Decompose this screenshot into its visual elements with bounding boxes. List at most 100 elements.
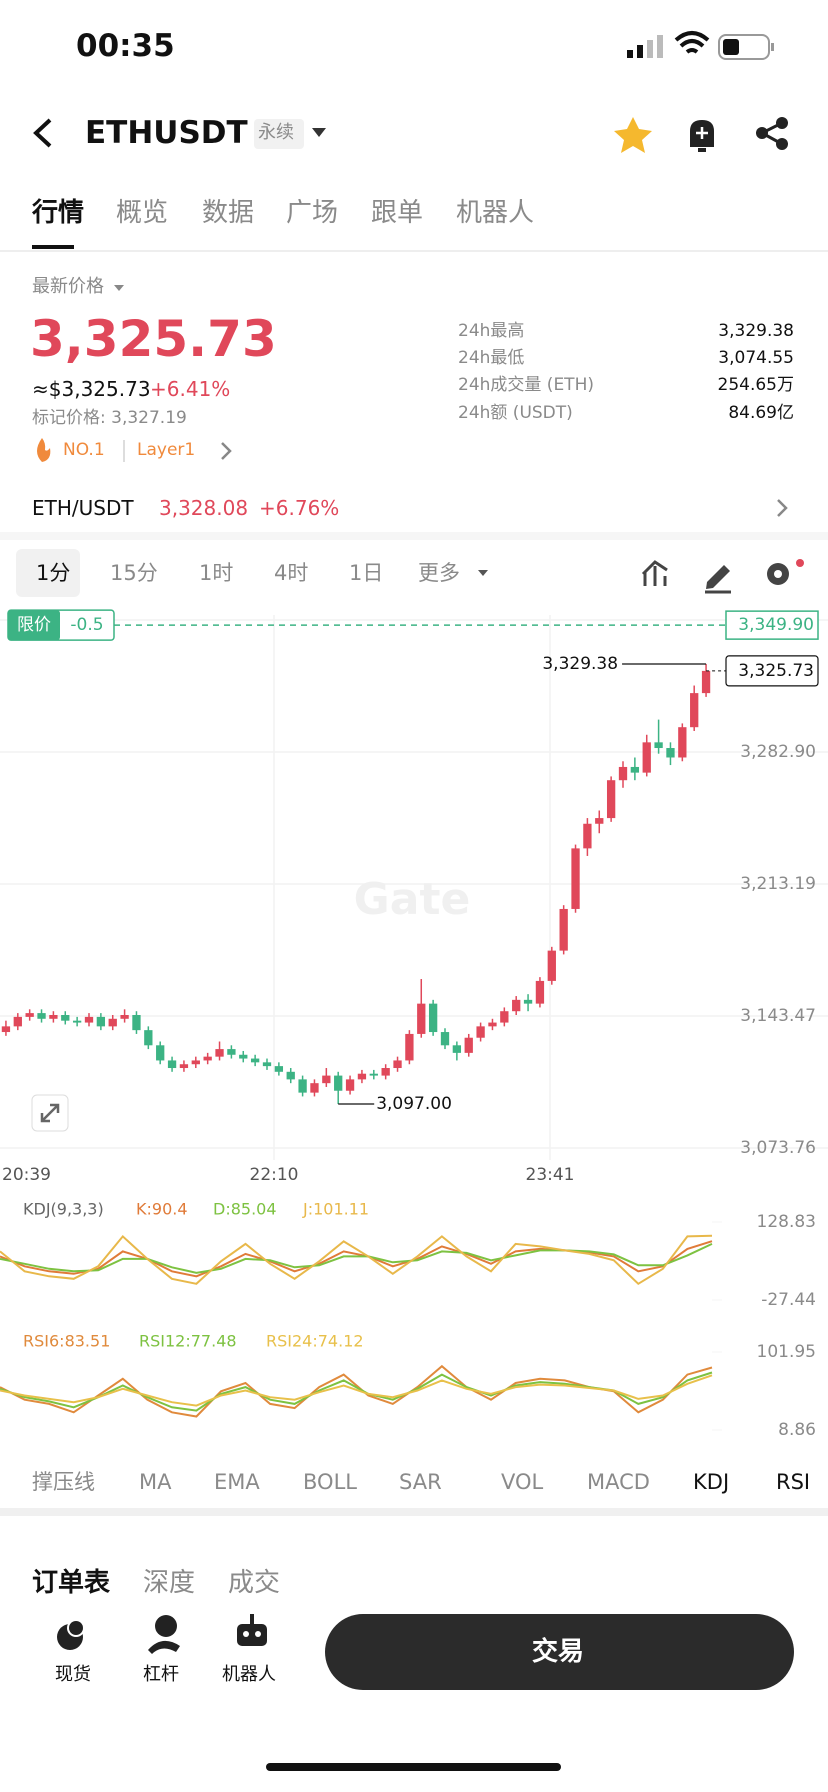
candle-body xyxy=(156,1045,165,1061)
candle-body xyxy=(120,1015,129,1019)
candle-body xyxy=(701,670,711,694)
divider xyxy=(0,532,828,540)
nav-label[interactable]: 机器人 xyxy=(222,1664,276,1685)
candle-body xyxy=(345,1079,355,1091)
candle-body xyxy=(393,1060,402,1069)
tab[interactable]: 数据 xyxy=(202,198,255,228)
timeframe[interactable]: 1日 xyxy=(349,561,384,585)
settings-icon[interactable] xyxy=(767,559,804,585)
time-label: 22:10 xyxy=(250,1165,299,1185)
timeframe[interactable]: 1分 xyxy=(36,561,71,585)
tab[interactable]: 机器人 xyxy=(456,198,535,228)
contract-tag xyxy=(254,119,304,149)
y-tick-label: 3,143.47 xyxy=(740,1006,816,1026)
tab[interactable]: 概览 xyxy=(116,198,169,228)
candle-body xyxy=(250,1058,260,1063)
candle-body xyxy=(369,1073,378,1076)
back-icon[interactable] xyxy=(33,118,52,148)
indicator-icon[interactable] xyxy=(641,560,668,586)
share-icon[interactable] xyxy=(756,117,788,150)
candle-body xyxy=(440,1032,450,1046)
indicator-tab[interactable]: VOL xyxy=(501,1470,544,1494)
usd-price: ≈$3,325.73 xyxy=(32,377,151,401)
indicator-tab[interactable]: EMA xyxy=(214,1470,260,1494)
sector[interactable]: Layer1 xyxy=(137,440,196,460)
indicator-tab[interactable]: SAR xyxy=(399,1470,442,1494)
indicator-tab[interactable]: BOLL xyxy=(303,1470,357,1494)
spot-price: 3,328.08 xyxy=(159,496,249,520)
candle-body xyxy=(108,1018,117,1027)
indicator-line xyxy=(0,1234,713,1286)
stat-value: 84.69亿 xyxy=(728,403,794,423)
indicator-tab[interactable]: MA xyxy=(139,1470,172,1494)
indicator-tab[interactable]: 撑压线 xyxy=(32,1470,95,1494)
candle-body xyxy=(547,950,556,981)
stat-value: 3,329.38 xyxy=(718,321,794,341)
y-tick-label: 3,213.19 xyxy=(740,874,816,894)
tab[interactable]: 行情 xyxy=(32,198,85,228)
legend-label: RSI24:74.12 xyxy=(266,1332,364,1351)
contract-type: 永续 xyxy=(258,122,294,143)
trade-button[interactable] xyxy=(325,1614,794,1690)
timeframe[interactable]: 15分 xyxy=(110,561,158,585)
timeframe[interactable]: 4时 xyxy=(274,561,309,585)
spot-icon[interactable] xyxy=(57,1619,85,1650)
price-dropdown[interactable] xyxy=(114,285,124,291)
order-tab[interactable]: 订单表 xyxy=(32,1568,111,1598)
symbol[interactable]: ETHUSDT xyxy=(85,115,248,151)
limit-label: 限价 xyxy=(17,615,51,635)
tab[interactable]: 跟单 xyxy=(371,198,424,228)
status-icons xyxy=(627,31,774,60)
candle-body xyxy=(274,1066,284,1072)
indicator-tab[interactable]: RSI xyxy=(776,1470,811,1494)
timeframe[interactable]: 更多 xyxy=(418,561,460,585)
indicator-tab[interactable]: KDJ xyxy=(693,1470,730,1494)
candle-body xyxy=(428,1003,438,1033)
more-dropdown[interactable] xyxy=(478,570,488,576)
hot-icon xyxy=(37,438,51,462)
indicator-line xyxy=(0,1242,713,1274)
tab[interactable]: 广场 xyxy=(286,198,339,228)
candle-body xyxy=(310,1083,319,1093)
indicator-tab[interactable]: MACD xyxy=(587,1470,650,1494)
candle-body xyxy=(666,748,675,758)
trade-label[interactable]: 交易 xyxy=(532,1637,585,1667)
symbol-dropdown[interactable] xyxy=(312,128,326,137)
order-tab[interactable]: 深度 xyxy=(143,1568,196,1598)
spot-pair[interactable]: ETH/USDT xyxy=(32,496,134,520)
y-tick-label: 101.95 xyxy=(757,1342,816,1362)
limit-price: 3,349.90 xyxy=(738,615,814,635)
margin-icon[interactable] xyxy=(148,1615,180,1654)
candle-body xyxy=(476,1026,485,1038)
order-tab[interactable]: 成交 xyxy=(228,1568,281,1598)
sector-arrow[interactable] xyxy=(221,442,232,460)
candle-body xyxy=(144,1030,153,1046)
timeframe[interactable]: 1时 xyxy=(199,561,234,585)
candle-body xyxy=(690,693,699,728)
expand-icon[interactable] xyxy=(31,1094,69,1132)
limit-offset: -0.5 xyxy=(70,615,103,635)
candle-body xyxy=(72,1020,82,1023)
candle-body xyxy=(298,1079,307,1093)
candle-body xyxy=(61,1015,70,1021)
nav-label[interactable]: 杠杆 xyxy=(143,1664,179,1685)
spot-arrow[interactable] xyxy=(777,499,788,517)
tab-indicator xyxy=(32,245,74,249)
nav-label[interactable]: 现货 xyxy=(55,1664,91,1685)
y-tick-label: 3,073.76 xyxy=(740,1138,816,1158)
stat-label: 24h成交量 (ETH) xyxy=(458,375,594,395)
draw-icon[interactable] xyxy=(705,565,731,594)
indicator-line xyxy=(0,1240,713,1278)
candle-body xyxy=(203,1056,212,1061)
home-indicator xyxy=(266,1763,561,1771)
candle-body xyxy=(37,1013,46,1019)
alert-icon[interactable] xyxy=(690,120,714,152)
time-label: 23:41 xyxy=(526,1165,575,1185)
candle-body xyxy=(405,1033,414,1061)
legend-label: J:101.11 xyxy=(302,1200,369,1219)
indicator-title: KDJ(9,3,3) xyxy=(23,1200,104,1219)
bot-icon[interactable] xyxy=(237,1614,267,1646)
candle-body xyxy=(84,1016,94,1023)
favorite-icon[interactable] xyxy=(614,117,652,153)
